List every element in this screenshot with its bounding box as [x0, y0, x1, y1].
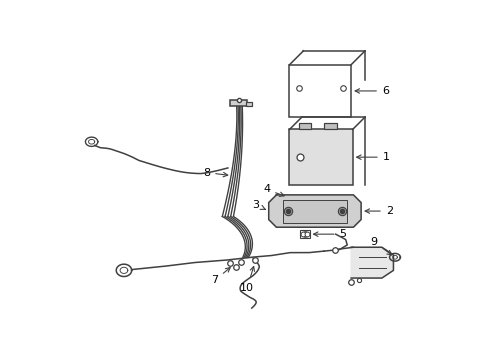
- Text: 2: 2: [365, 206, 392, 216]
- Bar: [324, 123, 336, 130]
- Text: 9: 9: [370, 237, 391, 255]
- Text: 5: 5: [313, 229, 346, 239]
- Text: 3: 3: [252, 200, 264, 210]
- Polygon shape: [350, 247, 393, 278]
- Bar: [289, 130, 352, 185]
- Bar: [299, 123, 311, 130]
- Bar: [230, 100, 246, 106]
- Polygon shape: [268, 195, 360, 227]
- Bar: [289, 65, 350, 117]
- Text: 4: 4: [263, 184, 284, 197]
- Text: 1: 1: [356, 152, 389, 162]
- Bar: [245, 102, 251, 106]
- Text: 6: 6: [354, 86, 388, 96]
- Bar: [300, 230, 309, 238]
- Text: 10: 10: [240, 266, 254, 293]
- Text: 7: 7: [211, 267, 230, 285]
- Bar: [282, 199, 346, 222]
- Text: 8: 8: [203, 167, 227, 177]
